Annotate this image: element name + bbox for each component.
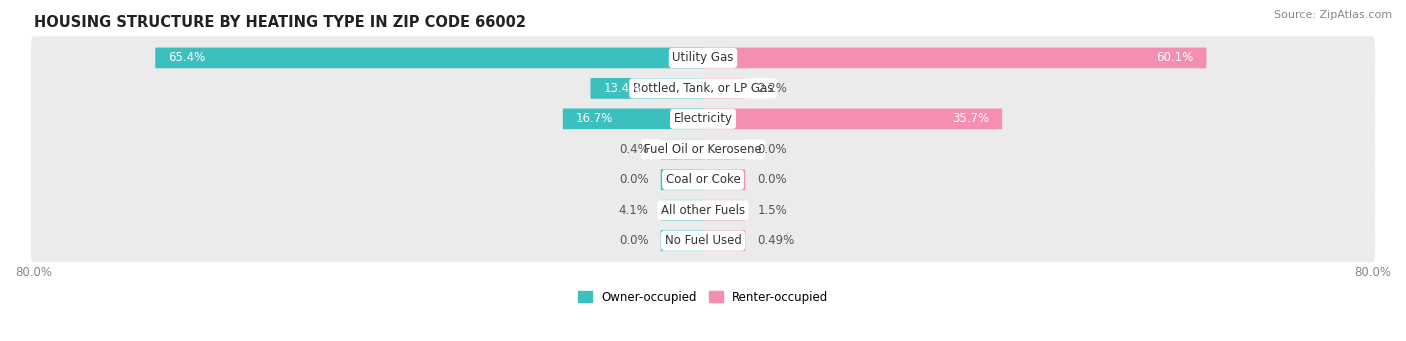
FancyBboxPatch shape — [31, 128, 1375, 171]
Text: 0.0%: 0.0% — [758, 173, 787, 186]
FancyBboxPatch shape — [562, 108, 703, 129]
FancyBboxPatch shape — [591, 78, 703, 99]
Text: HOUSING STRUCTURE BY HEATING TYPE IN ZIP CODE 66002: HOUSING STRUCTURE BY HEATING TYPE IN ZIP… — [34, 15, 526, 30]
FancyBboxPatch shape — [31, 189, 1375, 232]
Text: Coal or Coke: Coal or Coke — [665, 173, 741, 186]
FancyBboxPatch shape — [703, 139, 745, 160]
Text: All other Fuels: All other Fuels — [661, 204, 745, 217]
Text: Source: ZipAtlas.com: Source: ZipAtlas.com — [1274, 10, 1392, 20]
FancyBboxPatch shape — [31, 67, 1375, 110]
Text: 35.7%: 35.7% — [952, 112, 990, 125]
FancyBboxPatch shape — [31, 97, 1375, 140]
Text: 2.2%: 2.2% — [758, 82, 787, 95]
Text: Bottled, Tank, or LP Gas: Bottled, Tank, or LP Gas — [633, 82, 773, 95]
FancyBboxPatch shape — [31, 36, 1375, 79]
FancyBboxPatch shape — [703, 230, 745, 251]
Text: 0.0%: 0.0% — [758, 143, 787, 156]
Text: 1.5%: 1.5% — [758, 204, 787, 217]
FancyBboxPatch shape — [703, 108, 1002, 129]
Text: Fuel Oil or Kerosene: Fuel Oil or Kerosene — [644, 143, 762, 156]
Text: Utility Gas: Utility Gas — [672, 51, 734, 64]
Text: No Fuel Used: No Fuel Used — [665, 234, 741, 247]
FancyBboxPatch shape — [661, 230, 703, 251]
Text: 0.49%: 0.49% — [758, 234, 794, 247]
FancyBboxPatch shape — [661, 200, 703, 221]
Text: 0.4%: 0.4% — [619, 143, 648, 156]
Text: 16.7%: 16.7% — [576, 112, 613, 125]
Text: 13.4%: 13.4% — [603, 82, 641, 95]
Text: 60.1%: 60.1% — [1156, 51, 1194, 64]
FancyBboxPatch shape — [703, 47, 1206, 68]
FancyBboxPatch shape — [31, 158, 1375, 202]
FancyBboxPatch shape — [155, 47, 703, 68]
Text: 4.1%: 4.1% — [619, 204, 648, 217]
Text: 65.4%: 65.4% — [169, 51, 205, 64]
Legend: Owner-occupied, Renter-occupied: Owner-occupied, Renter-occupied — [578, 291, 828, 303]
FancyBboxPatch shape — [661, 169, 703, 190]
Text: Electricity: Electricity — [673, 112, 733, 125]
Text: 0.0%: 0.0% — [619, 234, 648, 247]
Text: 0.0%: 0.0% — [619, 173, 648, 186]
FancyBboxPatch shape — [703, 169, 745, 190]
FancyBboxPatch shape — [703, 78, 745, 99]
FancyBboxPatch shape — [703, 200, 745, 221]
FancyBboxPatch shape — [661, 139, 703, 160]
FancyBboxPatch shape — [31, 219, 1375, 262]
